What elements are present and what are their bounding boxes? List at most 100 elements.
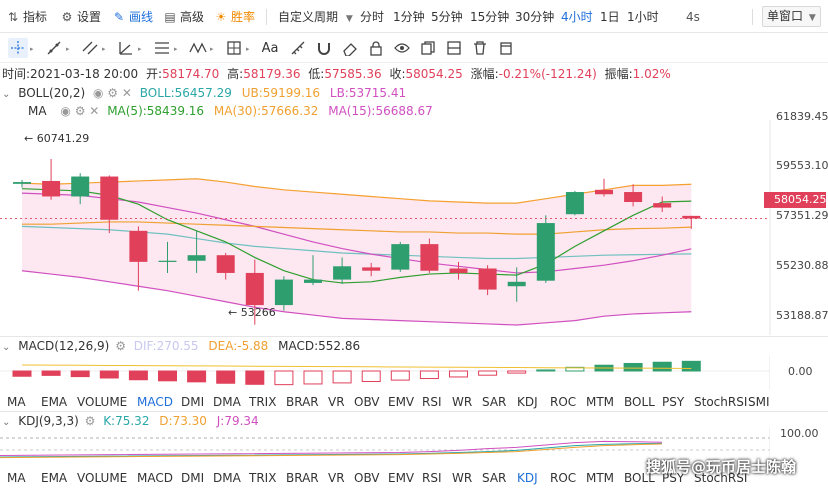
win-rate-button[interactable]: ☀ 胜率 xyxy=(215,10,256,24)
close-icon[interactable]: ✕ xyxy=(89,104,100,118)
drawing-toolbar: ▸ ▸ ▸ ▸ ▸ ▸ ▸ Aa xyxy=(0,33,828,63)
shape-tool[interactable] xyxy=(224,38,244,58)
advanced-button[interactable]: ▤ 高级 xyxy=(164,10,205,24)
indicator-tab-roc[interactable]: ROC xyxy=(550,395,577,409)
indicator-tab-vr[interactable]: VR xyxy=(328,395,345,409)
indicator-tab-kdj[interactable]: KDJ xyxy=(517,395,538,409)
kdj-chart[interactable] xyxy=(0,428,770,466)
indicator-tab-brar[interactable]: BRAR xyxy=(286,471,319,485)
period-tab[interactable]: 15分钟 xyxy=(470,10,510,24)
custom-period-dropdown[interactable]: 自定义周期 ▼ xyxy=(278,10,353,24)
period-tab-selected[interactable]: 4小时 xyxy=(561,10,593,24)
magnet-tool[interactable] xyxy=(314,38,334,58)
high-price-annotation: ← 60741.29 xyxy=(24,132,90,145)
indicator-tab-emv[interactable]: EMV xyxy=(388,471,415,485)
eraser-tool[interactable] xyxy=(340,38,360,58)
indicator-tab-macd[interactable]: MACD xyxy=(137,395,173,409)
indicator-tab-sar[interactable]: SAR xyxy=(482,395,507,409)
collapse-icon[interactable]: ⌄ xyxy=(2,89,11,100)
collapse-icon[interactable]: ⌄ xyxy=(2,342,11,353)
indicator-tab-stochrsi[interactable]: StochRSI xyxy=(694,471,748,485)
indicator-tab-roc[interactable]: ROC xyxy=(550,471,577,485)
period-tab[interactable]: 1小时 xyxy=(627,10,659,24)
indicator-tab-dma[interactable]: DMA xyxy=(213,395,241,409)
parallel-line-tool[interactable] xyxy=(80,38,100,58)
draw-line-button[interactable]: ✎ 画线 xyxy=(113,10,154,24)
indicator-tab-ma[interactable]: MA xyxy=(7,471,26,485)
gear-icon[interactable]: ⚙ xyxy=(107,86,119,100)
close-icon[interactable]: ✕ xyxy=(121,86,132,100)
refresh-speed[interactable]: 4s xyxy=(686,10,700,24)
indicator-button[interactable]: ⇅ 指标 xyxy=(7,10,48,24)
indicator-tab-volume[interactable]: VOLUME xyxy=(77,471,128,485)
macd-bar xyxy=(99,370,119,379)
gear-icon[interactable]: ⚙ xyxy=(115,339,126,353)
chevron-right-icon: ▸ xyxy=(246,45,250,53)
delete-tool[interactable] xyxy=(470,38,490,58)
indicator-tab-volume[interactable]: VOLUME xyxy=(77,395,128,409)
crosshair-tool[interactable] xyxy=(8,38,28,58)
fibonacci-tool[interactable] xyxy=(152,38,172,58)
ma5-line xyxy=(21,188,692,284)
gear-icon[interactable]: ⚙ xyxy=(84,414,96,428)
window-mode-dropdown[interactable]: 单窗口 ▼ xyxy=(762,6,821,27)
text-tool[interactable]: Aa xyxy=(260,38,280,58)
candle-body xyxy=(595,189,613,195)
indicator-tab-emv[interactable]: EMV xyxy=(388,395,415,409)
period-tab[interactable]: 30分钟 xyxy=(515,10,555,24)
indicator-tab-wr[interactable]: WR xyxy=(452,395,473,409)
rect-icon xyxy=(227,41,241,55)
trend-line-tool[interactable] xyxy=(44,38,64,58)
indicator-tab-obv[interactable]: OBV xyxy=(354,471,380,485)
angle-tool[interactable] xyxy=(116,38,136,58)
indicator-tab-mtm[interactable]: MTM xyxy=(586,395,615,409)
indicator-tab-dmi[interactable]: DMI xyxy=(181,395,205,409)
candle-body xyxy=(624,192,643,203)
indicator-tab-ema[interactable]: EMA xyxy=(41,395,68,409)
wave-tool[interactable] xyxy=(188,38,208,58)
indicator-tab-obv[interactable]: OBV xyxy=(354,395,380,409)
gear-icon[interactable]: ⚙ xyxy=(74,104,86,118)
layers-tool[interactable] xyxy=(444,38,464,58)
chevron-down-icon: ▼ xyxy=(808,13,816,23)
indicator-tab-kdj[interactable]: KDJ xyxy=(517,471,538,485)
chevron-down-icon: ▼ xyxy=(345,14,353,24)
indicator-tab-sar[interactable]: SAR xyxy=(482,471,507,485)
indicator-tab-rsi[interactable]: RSI xyxy=(422,471,442,485)
candle-body xyxy=(682,215,701,219)
eye-icon[interactable]: ◉ xyxy=(92,86,104,100)
period-tab[interactable]: 5分钟 xyxy=(431,10,463,24)
hide-tool[interactable] xyxy=(392,38,412,58)
period-tab[interactable]: 分时 xyxy=(360,10,385,24)
indicator-tab-psy[interactable]: PSY xyxy=(662,471,685,485)
indicator-tab-dma[interactable]: DMA xyxy=(213,471,241,485)
indicator-tab-mtm[interactable]: MTM xyxy=(586,471,615,485)
indicator-tab-rsi[interactable]: RSI xyxy=(422,395,442,409)
more-tool[interactable] xyxy=(496,38,516,58)
indicator-tab-vr[interactable]: VR xyxy=(328,471,345,485)
collapse-icon[interactable]: ⌄ xyxy=(2,417,11,428)
indicator-tab-ema[interactable]: EMA xyxy=(41,471,68,485)
indicator-tab-boll[interactable]: BOLL xyxy=(624,395,655,409)
indicator-tab-stochrsi[interactable]: StochRSI xyxy=(694,395,748,409)
copy-tool[interactable] xyxy=(418,38,438,58)
eye-icon[interactable]: ◉ xyxy=(60,104,71,118)
indicator-tab-trix[interactable]: TRIX xyxy=(249,471,277,485)
settings-button[interactable]: ⚙ 设置 xyxy=(61,10,102,24)
measure-tool[interactable] xyxy=(288,38,308,58)
period-tab[interactable]: 1日 xyxy=(600,10,620,24)
macd-chart[interactable] xyxy=(0,356,770,390)
indicator-tab-dmi[interactable]: DMI xyxy=(181,471,205,485)
indicator-tab-ma[interactable]: MA xyxy=(7,395,26,409)
indicator-tab-wr[interactable]: WR xyxy=(452,471,473,485)
period-tab[interactable]: 1分钟 xyxy=(393,10,425,24)
lock-tool[interactable] xyxy=(366,38,386,58)
indicator-tab-brar[interactable]: BRAR xyxy=(286,395,319,409)
indicator-tab-macd[interactable]: MACD xyxy=(137,471,173,485)
indicator-tab-smi[interactable]: SMI xyxy=(748,395,770,409)
candle-body xyxy=(42,180,61,197)
indicator-tab-trix[interactable]: TRIX xyxy=(249,395,277,409)
candlestick-chart[interactable] xyxy=(0,120,828,335)
indicator-tab-psy[interactable]: PSY xyxy=(662,395,685,409)
indicator-tab-boll[interactable]: BOLL xyxy=(624,471,655,485)
